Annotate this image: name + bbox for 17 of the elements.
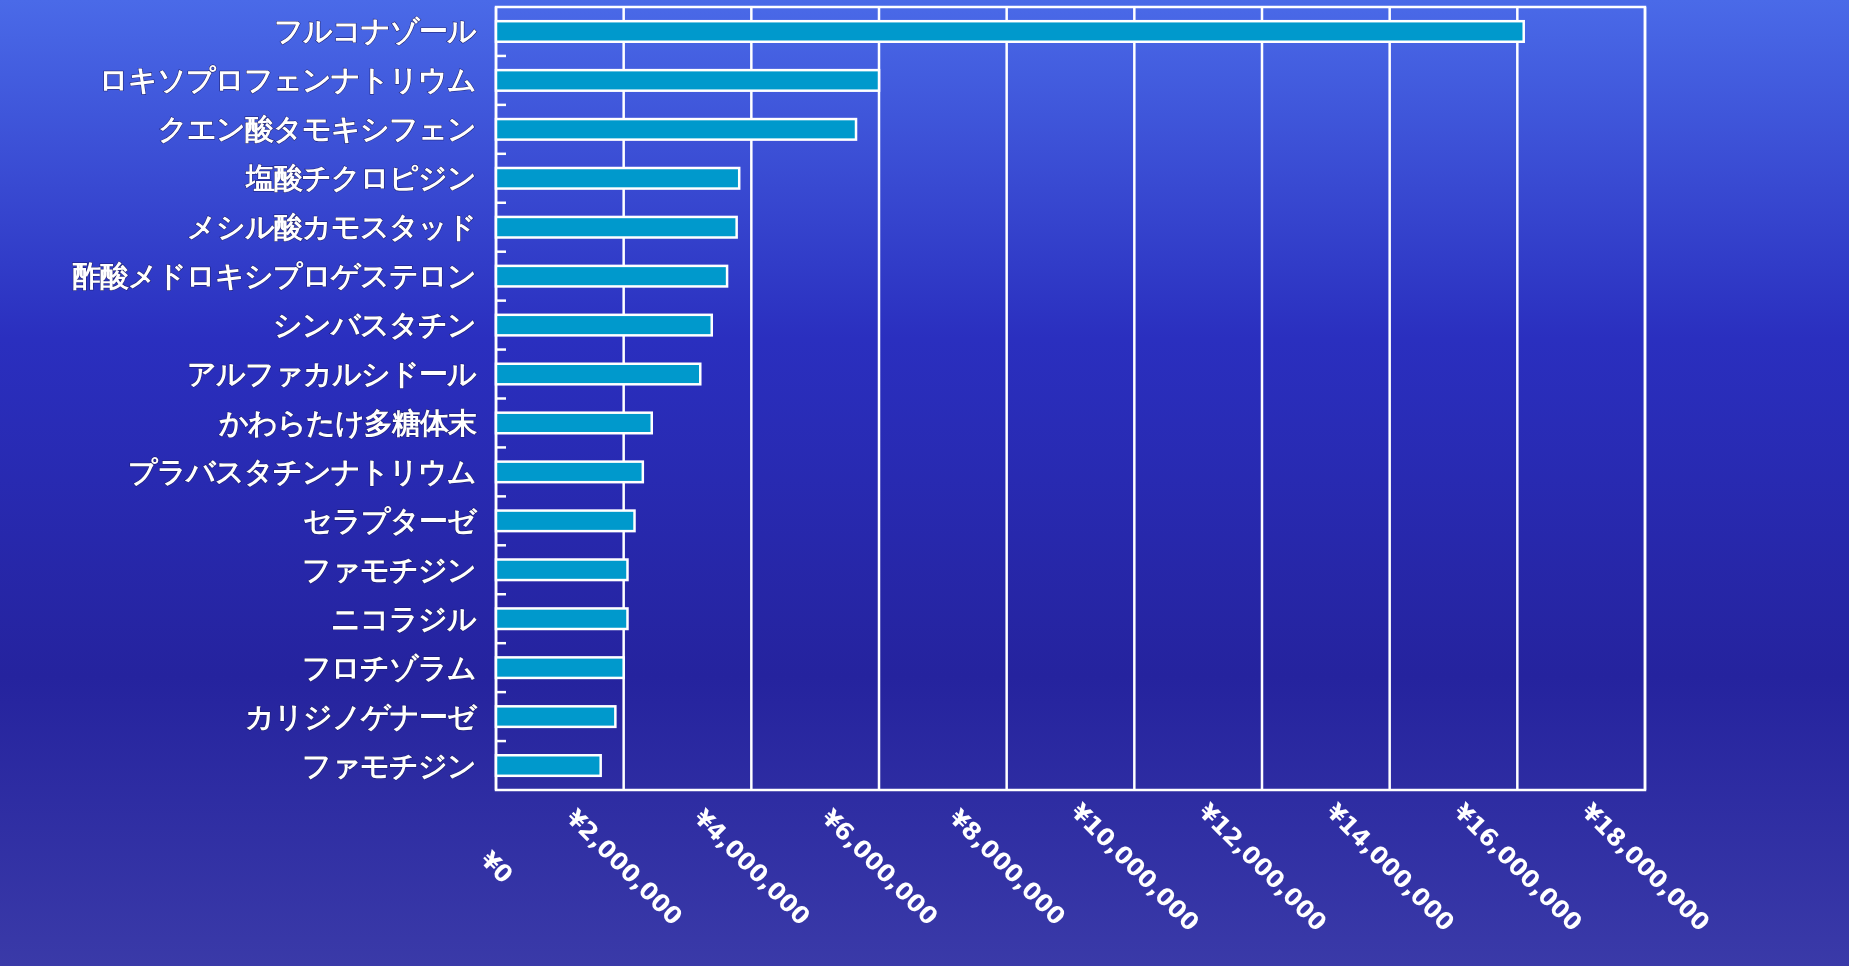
y-tick-label: メシル酸カモスタッド — [187, 210, 476, 245]
y-tick-label: ロキソプロフェンナトリウム — [99, 63, 476, 98]
x-tick-label: ¥0 — [475, 845, 519, 889]
y-tick-label: フロチゾラム — [302, 650, 476, 685]
y-tick-label: フルコナゾール — [274, 14, 477, 49]
y-tick-label: 酢酸メドロキシプロゲステロン — [72, 259, 476, 294]
y-tick-label: クエン酸タモキシフェン — [158, 112, 476, 147]
y-tick-label: シンバスタチン — [273, 308, 476, 343]
y-tick-label: ファモチジン — [302, 552, 476, 587]
y-tick-label: カリジノゲナーゼ — [245, 699, 478, 734]
y-tick-label: セラプターゼ — [303, 503, 478, 538]
y-tick-label: ニコラジル — [331, 601, 477, 636]
y-tick-label: 塩酸チクロピジン — [245, 161, 476, 196]
y-tick-label: かわらたけ多糖体末 — [218, 405, 477, 440]
y-tick-label: ファモチジン — [302, 748, 476, 783]
y-tick-label: アルファカルシドール — [187, 357, 477, 392]
y-tick-label: プラバスタチンナトリウム — [128, 454, 476, 489]
